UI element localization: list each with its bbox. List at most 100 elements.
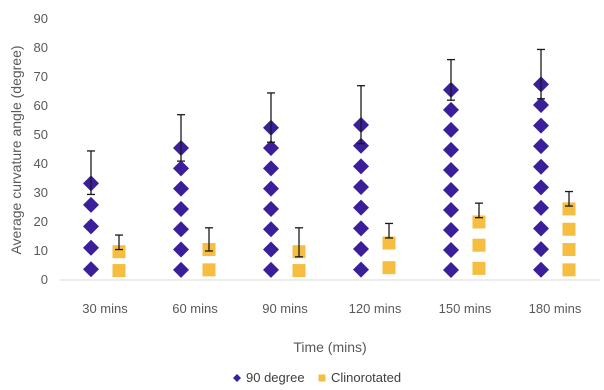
bar <box>112 245 126 278</box>
bar-segment-marker <box>472 215 486 229</box>
y-tick-label: 50 <box>34 127 48 142</box>
bar-segment-marker <box>112 245 126 259</box>
bar-segment-marker <box>443 201 459 218</box>
y-tick-label: 70 <box>34 69 48 84</box>
bar-segment-marker <box>353 241 369 258</box>
bar-segment-marker <box>353 137 369 154</box>
bar-segment-marker <box>533 179 549 196</box>
bar-segment-marker <box>562 263 576 277</box>
bar <box>533 76 549 278</box>
y-tick-label: 90 <box>34 11 48 26</box>
y-tick-label: 80 <box>34 40 48 55</box>
bar-segment-marker <box>263 241 279 258</box>
bar-segment-marker <box>353 179 369 196</box>
error-bar <box>537 48 545 100</box>
bar-segment-marker <box>112 264 126 278</box>
bar-segment-marker <box>533 96 549 113</box>
bar-segment-marker <box>83 196 99 213</box>
x-tick-label: 30 mins <box>82 301 128 316</box>
bar <box>562 202 576 277</box>
bar-segment-marker <box>202 263 216 277</box>
bar-segment-marker <box>173 261 189 278</box>
bar-segment-marker <box>472 261 486 275</box>
x-axis-ticks: 30 mins 60 mins 90 mins 120 mins 150 mins 180… <box>82 301 582 316</box>
y-tick-label: 30 <box>34 185 48 200</box>
bar-segment-marker <box>443 221 459 238</box>
x-tick-label: 60 mins <box>172 301 218 316</box>
bar <box>263 119 279 278</box>
bar-segment-marker <box>292 264 306 278</box>
bar-segment-marker <box>533 241 549 258</box>
x-axis-title: Time (mins) <box>293 339 366 355</box>
series-0 <box>83 48 549 278</box>
series-1 <box>112 190 576 278</box>
bar-segment-marker <box>83 261 99 278</box>
bar-segment-marker <box>443 101 459 118</box>
y-tick-label: 0 <box>41 272 48 287</box>
bar-segment-marker <box>533 220 549 237</box>
bar-segment-marker <box>173 221 189 238</box>
bar-segment-marker <box>83 239 99 256</box>
bar-segment-marker <box>353 261 369 278</box>
legend-label: 90 degree <box>246 370 305 385</box>
y-tick-label: 40 <box>34 156 48 171</box>
data-marks <box>83 48 576 278</box>
bar-segment-marker <box>173 200 189 217</box>
bar-segment-marker <box>382 236 396 250</box>
error-bar <box>267 92 275 143</box>
x-tick-label: 150 mins <box>439 301 492 316</box>
legend-label: Clinorotated <box>331 370 401 385</box>
bar-segment-marker <box>443 121 459 138</box>
bar-segment-marker <box>263 160 279 177</box>
error-bar <box>447 58 455 101</box>
error-bar <box>357 85 365 145</box>
legend-marker <box>318 374 326 382</box>
error-bar <box>177 114 185 162</box>
bar-segment-marker <box>173 160 189 177</box>
bar-segment-marker <box>173 241 189 258</box>
bar-segment-marker <box>533 138 549 155</box>
bar-segment-marker <box>353 199 369 216</box>
bar <box>382 236 396 275</box>
x-tick-label: 180 mins <box>529 301 582 316</box>
legend-item: Clinorotated <box>318 370 401 385</box>
error-bar <box>385 222 393 239</box>
legend: 90 degree Clinorotated <box>233 370 401 385</box>
bar-segment-marker <box>382 261 396 275</box>
bar-segment-marker <box>263 140 279 157</box>
bar-segment-marker <box>533 199 549 216</box>
bar-segment-marker <box>173 180 189 197</box>
bar-segment-marker <box>263 180 279 197</box>
bar <box>173 140 189 278</box>
error-bar <box>115 234 123 251</box>
bar-segment-marker <box>443 141 459 158</box>
bar-segment-marker <box>443 161 459 178</box>
bar-segment-marker <box>533 261 549 278</box>
y-axis-title: Average curvature angle (degree) <box>8 45 24 254</box>
error-bar <box>295 227 303 258</box>
bar <box>443 81 459 278</box>
bar-segment-marker <box>263 261 279 278</box>
legend-marker <box>233 374 241 382</box>
bar-segment-marker <box>533 158 549 175</box>
bar-segment-marker <box>83 218 99 235</box>
bar-segment-marker <box>443 241 459 258</box>
bar-segment-marker <box>263 200 279 217</box>
bar-segment-marker <box>443 181 459 198</box>
bar-segment-marker <box>472 238 486 252</box>
bar-segment-marker <box>263 221 279 238</box>
bar-segment-marker <box>353 220 369 237</box>
x-tick-label: 90 mins <box>262 301 308 316</box>
error-bar <box>87 150 95 196</box>
bar <box>83 175 99 278</box>
y-tick-label: 60 <box>34 98 48 113</box>
y-tick-label: 20 <box>34 214 48 229</box>
bar-segment-marker <box>533 117 549 134</box>
error-bar <box>475 202 483 219</box>
bar <box>472 215 486 275</box>
bar-segment-marker <box>443 261 459 278</box>
error-bar <box>565 190 573 207</box>
bar-segment-marker <box>562 222 576 236</box>
